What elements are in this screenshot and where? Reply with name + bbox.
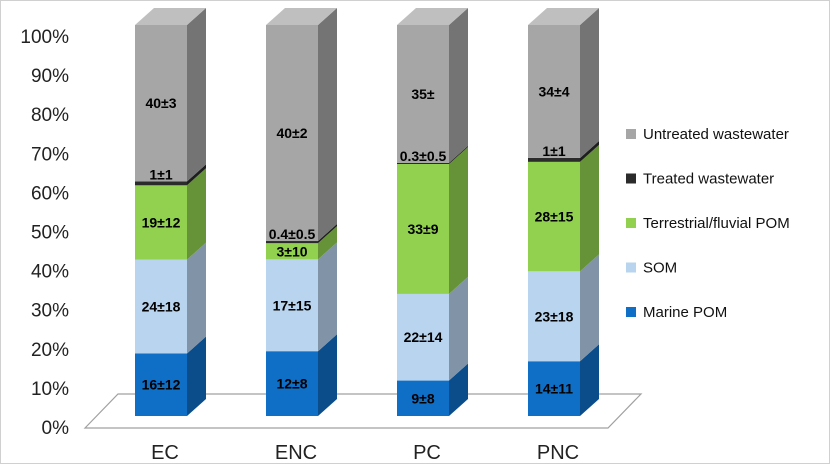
y-tick-label: 100%	[20, 27, 69, 48]
data-label: 0.4±0.5	[269, 226, 316, 242]
bar-side-pc-s4	[449, 8, 468, 163]
bar-segment-pnc-s0	[528, 361, 580, 416]
data-label: 35±	[411, 86, 435, 102]
data-label: 22±14	[404, 329, 443, 345]
bar-segment-ec-s4	[135, 25, 187, 182]
bar-segment-ec-s1	[135, 259, 187, 354]
x-tick-label-pnc: PNC	[537, 442, 579, 464]
bar-segment-ec-s3	[135, 181, 187, 186]
data-label: 40±2	[276, 125, 307, 141]
bar-side-pnc-s1	[580, 254, 599, 362]
bar-segment-pnc-s2	[528, 161, 580, 272]
x-tick-label-ec: EC	[151, 442, 179, 464]
data-label: 9±8	[411, 390, 434, 406]
legend-swatch	[626, 262, 636, 273]
y-tick-label: 90%	[31, 66, 69, 87]
legend-swatch	[626, 129, 636, 139]
bar-segment-enc-s0	[266, 351, 318, 416]
data-label: 17±15	[273, 297, 312, 313]
bar-segment-pnc-s1	[528, 271, 580, 362]
bar-side-ec-s1	[187, 242, 206, 354]
bar-segment-enc-s4	[266, 25, 318, 242]
data-label: 34±4	[538, 83, 569, 99]
bar-segment-pnc-s4	[528, 25, 580, 158]
legend-swatch	[626, 307, 636, 317]
legend-entry: Treated wastewater	[643, 171, 774, 188]
bar-side-pnc-s4	[580, 8, 599, 158]
bar-side-enc-s2	[318, 226, 337, 260]
data-label: 3±10	[276, 243, 307, 259]
bar-segment-enc-s1	[266, 259, 318, 352]
bar-side-pc-s2	[449, 146, 468, 294]
bar-side-ec-s3	[187, 164, 206, 186]
bar-top-pnc	[528, 8, 599, 25]
bar-side-pc-s3	[449, 145, 468, 164]
bar-side-enc-s4	[318, 8, 337, 242]
bar-side-ec-s2	[187, 168, 206, 260]
bar-segment-ec-s2	[135, 185, 187, 260]
bar-side-pnc-s2	[580, 144, 599, 272]
bar-segment-pnc-s3	[528, 157, 580, 162]
data-label: 33±9	[407, 221, 438, 237]
data-label: 19±12	[142, 214, 181, 230]
bar-side-pnc-s0	[580, 344, 599, 416]
bar-side-ec-s0	[187, 336, 206, 416]
bar-side-enc-s1	[318, 242, 337, 352]
data-label: 1±1	[149, 166, 172, 182]
bar-segment-enc-s3	[266, 241, 318, 244]
bar-top-ec	[135, 8, 206, 25]
data-label: 1±1	[542, 143, 565, 159]
legend-entry: SOM	[643, 260, 677, 277]
data-label: 12±8	[276, 376, 307, 392]
bar-side-pc-s1	[449, 276, 468, 381]
y-tick-label: 40%	[31, 262, 69, 283]
data-label: 23±18	[535, 308, 574, 324]
data-label: 14±11	[535, 381, 573, 397]
y-tick-label: 30%	[31, 301, 69, 322]
bar-top-pc	[397, 8, 468, 25]
bar-side-enc-s3	[318, 224, 337, 244]
chart-floor	[83, 393, 643, 429]
x-tick-label-pc: PC	[413, 442, 441, 464]
legend-entry: Terrestrial/fluvial POM	[643, 215, 790, 232]
bar-segment-pc-s4	[397, 25, 449, 163]
bar-side-enc-s0	[318, 334, 337, 416]
data-label: 28±15	[535, 209, 574, 225]
legend-swatch	[626, 173, 636, 184]
bar-side-ec-s4	[187, 8, 206, 182]
bar-segment-pc-s1	[397, 293, 449, 381]
bar-segment-ec-s0	[135, 353, 187, 416]
bar-segment-pc-s0	[397, 380, 449, 416]
y-tick-label: 20%	[31, 340, 69, 361]
x-tick-label-enc: ENC	[275, 442, 317, 464]
y-tick-label: 50%	[31, 223, 69, 244]
y-tick-label: 10%	[31, 379, 69, 400]
bar-top-enc	[266, 8, 337, 25]
data-label: 16±12	[142, 377, 181, 393]
legend-entry: Untreated wastewater	[643, 126, 789, 143]
y-tick-label: 80%	[31, 105, 69, 126]
data-label: 40±3	[145, 95, 176, 111]
y-tick-label: 60%	[31, 183, 69, 204]
bar-segment-pc-s2	[397, 163, 449, 294]
y-tick-label: 0%	[42, 418, 70, 439]
bar-segment-pc-s3	[397, 162, 449, 164]
bar-side-pc-s0	[449, 363, 468, 416]
legend-swatch	[626, 218, 636, 228]
y-tick-label: 70%	[31, 144, 69, 165]
data-label: 0.3±0.5	[400, 148, 447, 164]
bar-segment-enc-s2	[266, 243, 318, 260]
data-label: 24±18	[142, 299, 181, 315]
legend-entry: Marine POM	[643, 304, 727, 321]
bar-side-pnc-s3	[580, 140, 599, 162]
